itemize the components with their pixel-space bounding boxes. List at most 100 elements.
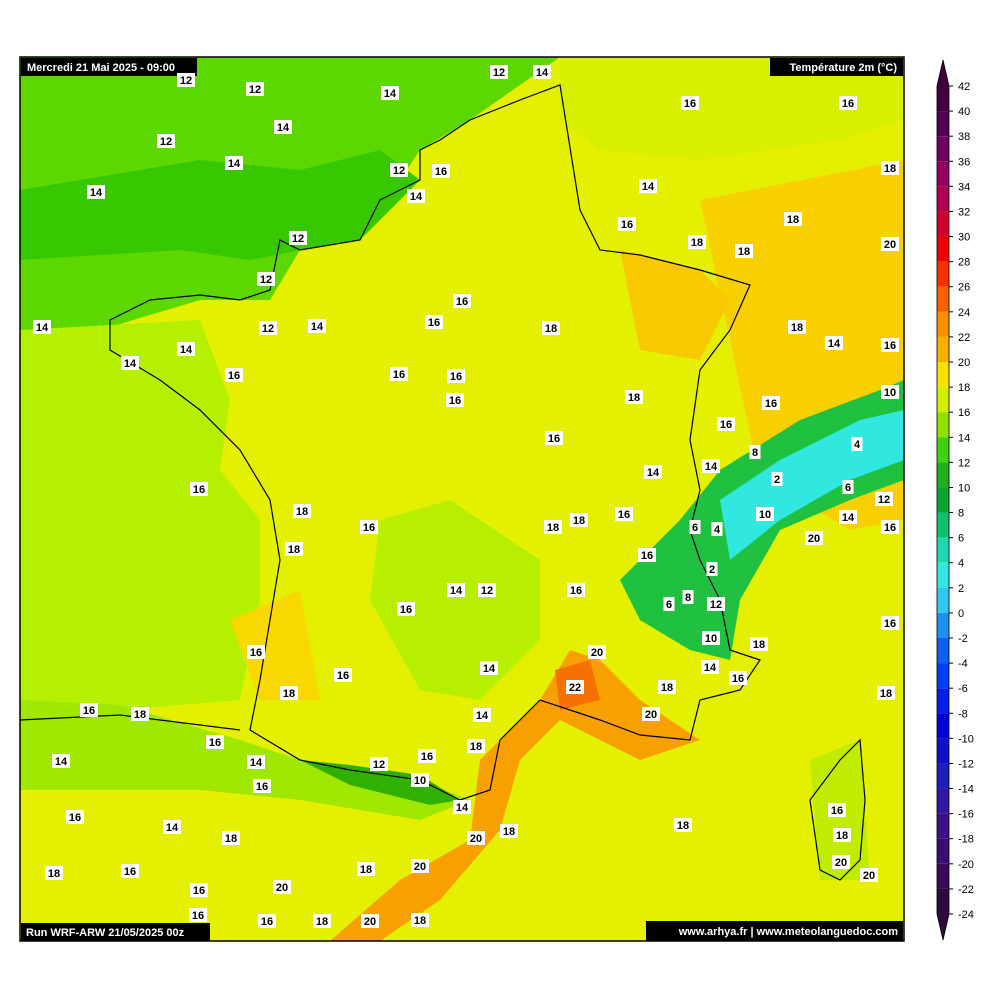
temperature-label: 16 bbox=[435, 166, 447, 178]
colorbar-band bbox=[937, 211, 949, 237]
colorbar-tick-label: 36 bbox=[958, 156, 970, 168]
temperature-label: 18 bbox=[545, 323, 557, 335]
label-box bbox=[500, 824, 518, 838]
colorbar-tick-label: 10 bbox=[958, 482, 970, 494]
temperature-label: 16 bbox=[765, 398, 777, 410]
temperature-label: 16 bbox=[124, 866, 136, 878]
label-box bbox=[189, 908, 207, 922]
label-box bbox=[625, 390, 643, 404]
label-box bbox=[805, 531, 823, 545]
colorbar-tick-label: 26 bbox=[958, 282, 970, 294]
run-box: Run WRF-ARW 21/05/2025 00z bbox=[21, 923, 210, 941]
label-box bbox=[381, 86, 399, 100]
temperature-label: 16 bbox=[732, 673, 744, 685]
colorbar-band bbox=[937, 713, 949, 739]
label-box bbox=[711, 522, 723, 536]
temperature-label: 18 bbox=[470, 741, 482, 753]
label-box bbox=[411, 859, 429, 873]
label-box bbox=[544, 520, 562, 534]
temperature-label: 10 bbox=[759, 509, 771, 521]
label-box bbox=[253, 779, 271, 793]
temperature-label: 16 bbox=[209, 737, 221, 749]
temperature-label: 16 bbox=[831, 805, 843, 817]
label-box bbox=[542, 321, 560, 335]
label-box bbox=[467, 831, 485, 845]
label-box bbox=[45, 866, 63, 880]
map-frame bbox=[19, 56, 905, 942]
label-box bbox=[638, 548, 656, 562]
colorbar-tick-label: 0 bbox=[958, 608, 964, 620]
temperature-label: 18 bbox=[134, 709, 146, 721]
colorbar-band bbox=[937, 663, 949, 689]
label-box bbox=[473, 708, 491, 722]
colorbar-tick-label: -6 bbox=[958, 683, 968, 695]
colorbar-tick-label: 16 bbox=[958, 407, 970, 419]
temperature-label: 14 bbox=[647, 467, 660, 479]
colorbar-tick-label: 30 bbox=[958, 232, 970, 244]
colorbar-arrow-bottom bbox=[937, 914, 949, 940]
temperature-label: 20 bbox=[470, 833, 482, 845]
label-box bbox=[618, 217, 636, 231]
temperature-label: 18 bbox=[836, 830, 848, 842]
temperature-label: 14 bbox=[384, 88, 397, 100]
label-box bbox=[273, 880, 291, 894]
colorbar-band bbox=[937, 788, 949, 814]
colorbar-band bbox=[937, 111, 949, 137]
label-box bbox=[390, 163, 408, 177]
date-label: Mercredi 21 Mai 2025 - 09:00 bbox=[27, 62, 175, 74]
colorbar-tick-label: 40 bbox=[958, 106, 970, 118]
temperature-label: 2 bbox=[774, 474, 780, 486]
label-box bbox=[674, 818, 692, 832]
temperature-label: 18 bbox=[316, 916, 328, 928]
temperature-label: 18 bbox=[753, 639, 765, 651]
temperature-label: 14 bbox=[55, 756, 68, 768]
label-box bbox=[478, 583, 496, 597]
label-box bbox=[80, 703, 98, 717]
label-box bbox=[334, 668, 352, 682]
temperature-label: 16 bbox=[250, 647, 262, 659]
temperature-label: 20 bbox=[276, 882, 288, 894]
temperature-label: 14 bbox=[450, 585, 463, 597]
temperature-label: 12 bbox=[180, 75, 192, 87]
temperature-label: 18 bbox=[738, 246, 750, 258]
temperature-label: 20 bbox=[414, 861, 426, 873]
label-box bbox=[222, 831, 240, 845]
label-box bbox=[735, 244, 753, 258]
temperature-label: 18 bbox=[573, 515, 585, 527]
label-box bbox=[447, 583, 465, 597]
temperature-label: 14 bbox=[228, 158, 241, 170]
label-box bbox=[832, 855, 850, 869]
label-box bbox=[701, 660, 719, 674]
temperature-label: 16 bbox=[621, 219, 633, 231]
label-box bbox=[163, 820, 181, 834]
temperature-label: 12 bbox=[481, 585, 493, 597]
label-box bbox=[860, 868, 878, 882]
temperature-label: 16 bbox=[570, 585, 582, 597]
colorbar-band bbox=[937, 688, 949, 714]
colorbar-band bbox=[937, 562, 949, 588]
temperature-label: 10 bbox=[884, 387, 896, 399]
variable-label: Température 2m (°C) bbox=[790, 62, 898, 74]
temperature-label: 6 bbox=[692, 522, 698, 534]
temperature-label: 22 bbox=[569, 682, 581, 694]
label-box bbox=[157, 134, 175, 148]
label-box bbox=[289, 231, 307, 245]
temperature-label: 16 bbox=[456, 296, 468, 308]
temperature-label: 16 bbox=[548, 433, 560, 445]
temperature-label: 12 bbox=[260, 274, 272, 286]
label-box bbox=[52, 754, 70, 768]
label-box bbox=[706, 562, 718, 576]
label-box bbox=[881, 616, 899, 630]
label-box bbox=[839, 510, 857, 524]
run-label: Run WRF-ARW 21/05/2025 00z bbox=[26, 927, 185, 939]
colorbar-tick-label: 28 bbox=[958, 257, 970, 269]
temperature-label: 16 bbox=[256, 781, 268, 793]
colorbar-band bbox=[937, 863, 949, 889]
temperature-label: 18 bbox=[787, 214, 799, 226]
temperature-label: 20 bbox=[645, 709, 657, 721]
label-box bbox=[407, 189, 425, 203]
label-box bbox=[533, 65, 551, 79]
colorbar-tick-label: 18 bbox=[958, 382, 970, 394]
label-box bbox=[480, 661, 498, 675]
label-box bbox=[881, 520, 899, 534]
